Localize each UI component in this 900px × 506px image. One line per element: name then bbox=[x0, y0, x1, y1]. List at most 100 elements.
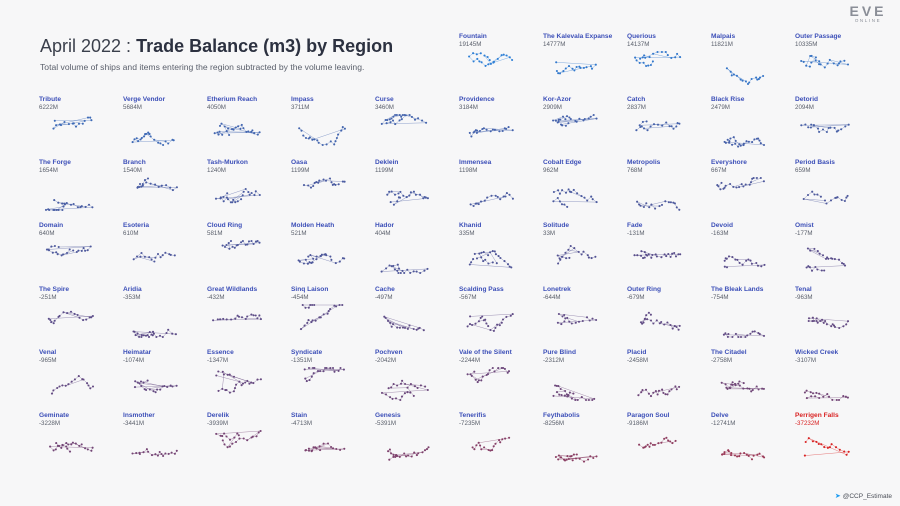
region-cell: The Spire -251M bbox=[39, 286, 117, 344]
system-dot bbox=[232, 128, 235, 131]
system-dot bbox=[751, 330, 754, 333]
system-dot bbox=[55, 251, 58, 254]
region-cell: Feythabolis -8256M bbox=[543, 412, 621, 470]
region-value: 5684M bbox=[123, 104, 142, 111]
system-dot bbox=[234, 201, 237, 204]
region-cell: The Bleak Lands -754M bbox=[711, 286, 789, 344]
system-dot bbox=[139, 138, 142, 141]
system-dot bbox=[755, 385, 758, 388]
system-dot bbox=[738, 380, 741, 383]
region-value: -497M bbox=[375, 294, 393, 301]
system-dot bbox=[837, 258, 841, 261]
system-dot bbox=[492, 445, 495, 448]
system-dot bbox=[306, 262, 309, 265]
system-dot bbox=[223, 432, 226, 435]
system-dot bbox=[426, 388, 429, 392]
system-dot bbox=[391, 397, 394, 400]
system-dot bbox=[735, 74, 738, 77]
gate-link bbox=[48, 246, 91, 250]
system-dot bbox=[556, 321, 559, 324]
system-dot bbox=[398, 119, 401, 122]
system-dot bbox=[507, 126, 510, 129]
system-dot bbox=[732, 136, 735, 139]
system-dot bbox=[380, 122, 383, 125]
system-dot bbox=[341, 180, 344, 183]
system-dot bbox=[561, 115, 565, 118]
system-dot bbox=[671, 442, 674, 445]
system-dot bbox=[146, 177, 150, 180]
system-dot bbox=[829, 199, 833, 202]
region-value: 19145M bbox=[459, 41, 482, 48]
system-dot bbox=[343, 180, 346, 183]
region-name: Branch bbox=[123, 159, 146, 166]
system-dot bbox=[675, 325, 678, 329]
system-dot bbox=[139, 380, 143, 383]
system-dot bbox=[134, 380, 137, 383]
system-dot bbox=[502, 195, 505, 198]
system-dot bbox=[644, 388, 648, 391]
twitter-credit[interactable]: ➤ @CCP_Estimate bbox=[835, 492, 892, 500]
gate-link bbox=[390, 322, 417, 331]
system-dot bbox=[809, 126, 812, 129]
system-dot bbox=[305, 380, 308, 383]
system-dot bbox=[251, 129, 254, 132]
system-dot bbox=[592, 456, 595, 460]
system-dot bbox=[307, 306, 310, 309]
region-cell: Tenal -963M bbox=[795, 286, 873, 344]
system-dot bbox=[140, 334, 143, 337]
system-dot bbox=[58, 385, 61, 388]
system-dot bbox=[675, 125, 678, 128]
system-dot bbox=[742, 387, 745, 390]
region-value: 3184M bbox=[459, 104, 478, 111]
system-dot bbox=[554, 455, 557, 459]
region-cell: Pochven -2042M bbox=[375, 349, 453, 407]
system-dot bbox=[236, 243, 239, 247]
system-dot bbox=[751, 141, 754, 144]
system-dot bbox=[563, 203, 566, 206]
system-dot bbox=[408, 324, 411, 327]
system-dot bbox=[812, 319, 815, 323]
system-dot bbox=[663, 253, 666, 256]
system-dot bbox=[564, 191, 568, 194]
system-dot bbox=[504, 437, 507, 440]
system-dot bbox=[832, 62, 835, 65]
system-dot bbox=[723, 186, 726, 189]
system-dot bbox=[405, 196, 408, 199]
system-dot bbox=[337, 369, 340, 372]
system-dot bbox=[828, 446, 831, 449]
system-dot bbox=[325, 143, 328, 146]
region-cell: Period Basis 659M bbox=[795, 159, 873, 217]
system-dot bbox=[488, 59, 491, 62]
region-map bbox=[803, 437, 850, 457]
gate-link bbox=[219, 131, 260, 133]
system-dot bbox=[317, 181, 320, 184]
system-dot bbox=[390, 265, 393, 268]
system-dot bbox=[329, 308, 332, 311]
system-dot bbox=[131, 452, 134, 455]
system-dot bbox=[90, 449, 93, 452]
system-dot bbox=[804, 440, 807, 444]
system-dot bbox=[747, 140, 750, 143]
system-dot bbox=[805, 64, 808, 67]
region-name: Genesis bbox=[375, 412, 401, 419]
region-map bbox=[299, 303, 344, 331]
region-map bbox=[556, 312, 598, 326]
gate-link bbox=[810, 250, 818, 252]
system-dot bbox=[402, 194, 405, 197]
region-cell: Domain 640M bbox=[39, 222, 117, 280]
system-dot bbox=[221, 435, 224, 438]
system-dot bbox=[722, 333, 725, 336]
system-dot bbox=[238, 437, 241, 440]
system-dot bbox=[65, 445, 68, 448]
system-dot bbox=[560, 394, 563, 397]
region-value: -432M bbox=[207, 294, 225, 301]
system-dot bbox=[56, 253, 59, 256]
system-dot bbox=[478, 252, 481, 255]
system-dot bbox=[238, 380, 241, 383]
system-dot bbox=[148, 133, 151, 136]
region-cell: Immensea 1198M bbox=[459, 159, 537, 217]
system-dot bbox=[729, 70, 732, 73]
system-dot bbox=[67, 443, 70, 446]
system-dot bbox=[415, 328, 418, 331]
system-dot bbox=[805, 389, 808, 392]
